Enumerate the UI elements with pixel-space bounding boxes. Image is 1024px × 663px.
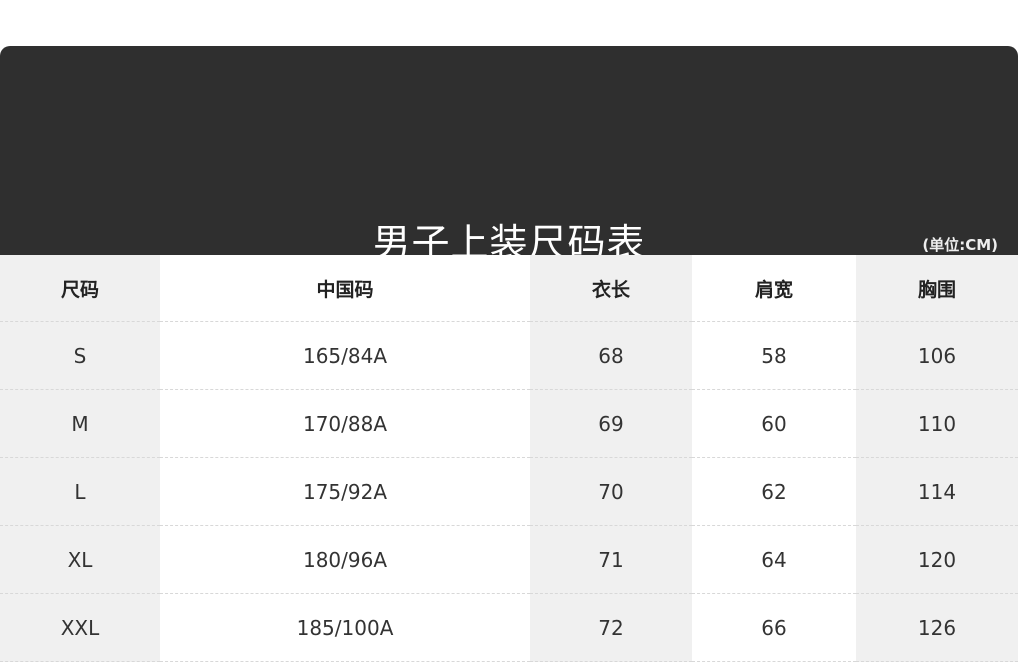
cell-shoulder: 66: [692, 594, 856, 662]
table-row: S 165/84A 68 58 106: [0, 322, 1018, 390]
cell-chest: 110: [856, 390, 1018, 458]
cell-shoulder: 58: [692, 322, 856, 390]
unit-label: (单位:CM): [922, 236, 998, 254]
cell-shoulder: 64: [692, 526, 856, 594]
cell-size: XL: [0, 526, 160, 594]
header-shoulder: 肩宽: [692, 255, 856, 322]
cell-size: M: [0, 390, 160, 458]
cell-length: 72: [530, 594, 692, 662]
cell-length: 69: [530, 390, 692, 458]
table-row: M 170/88A 69 60 110: [0, 390, 1018, 458]
table-row: XXL 185/100A 72 66 126: [0, 594, 1018, 662]
cell-shoulder: 62: [692, 458, 856, 526]
table-header-row: 尺码 中国码 衣长 肩宽 胸围: [0, 255, 1018, 322]
cell-size: XXL: [0, 594, 160, 662]
cell-length: 71: [530, 526, 692, 594]
cell-china-size: 165/84A: [160, 322, 530, 390]
cell-chest: 126: [856, 594, 1018, 662]
table-row: L 175/92A 70 62 114: [0, 458, 1018, 526]
cell-chest: 114: [856, 458, 1018, 526]
cell-chest: 106: [856, 322, 1018, 390]
cell-china-size: 170/88A: [160, 390, 530, 458]
title-banner: 男子上装尺码表 (单位:CM): [0, 46, 1018, 265]
cell-china-size: 185/100A: [160, 594, 530, 662]
cell-length: 68: [530, 322, 692, 390]
header-size: 尺码: [0, 255, 160, 322]
table-row: XL 180/96A 71 64 120: [0, 526, 1018, 594]
cell-shoulder: 60: [692, 390, 856, 458]
cell-chest: 120: [856, 526, 1018, 594]
cell-china-size: 175/92A: [160, 458, 530, 526]
header-china-size: 中国码: [160, 255, 530, 322]
cell-length: 70: [530, 458, 692, 526]
cell-china-size: 180/96A: [160, 526, 530, 594]
header-chest: 胸围: [856, 255, 1018, 322]
header-length: 衣长: [530, 255, 692, 322]
size-table: 尺码 中国码 衣长 肩宽 胸围 S 165/84A 68 58 106 M 170/88A 6…: [0, 255, 1018, 662]
cell-size: L: [0, 458, 160, 526]
cell-size: S: [0, 322, 160, 390]
